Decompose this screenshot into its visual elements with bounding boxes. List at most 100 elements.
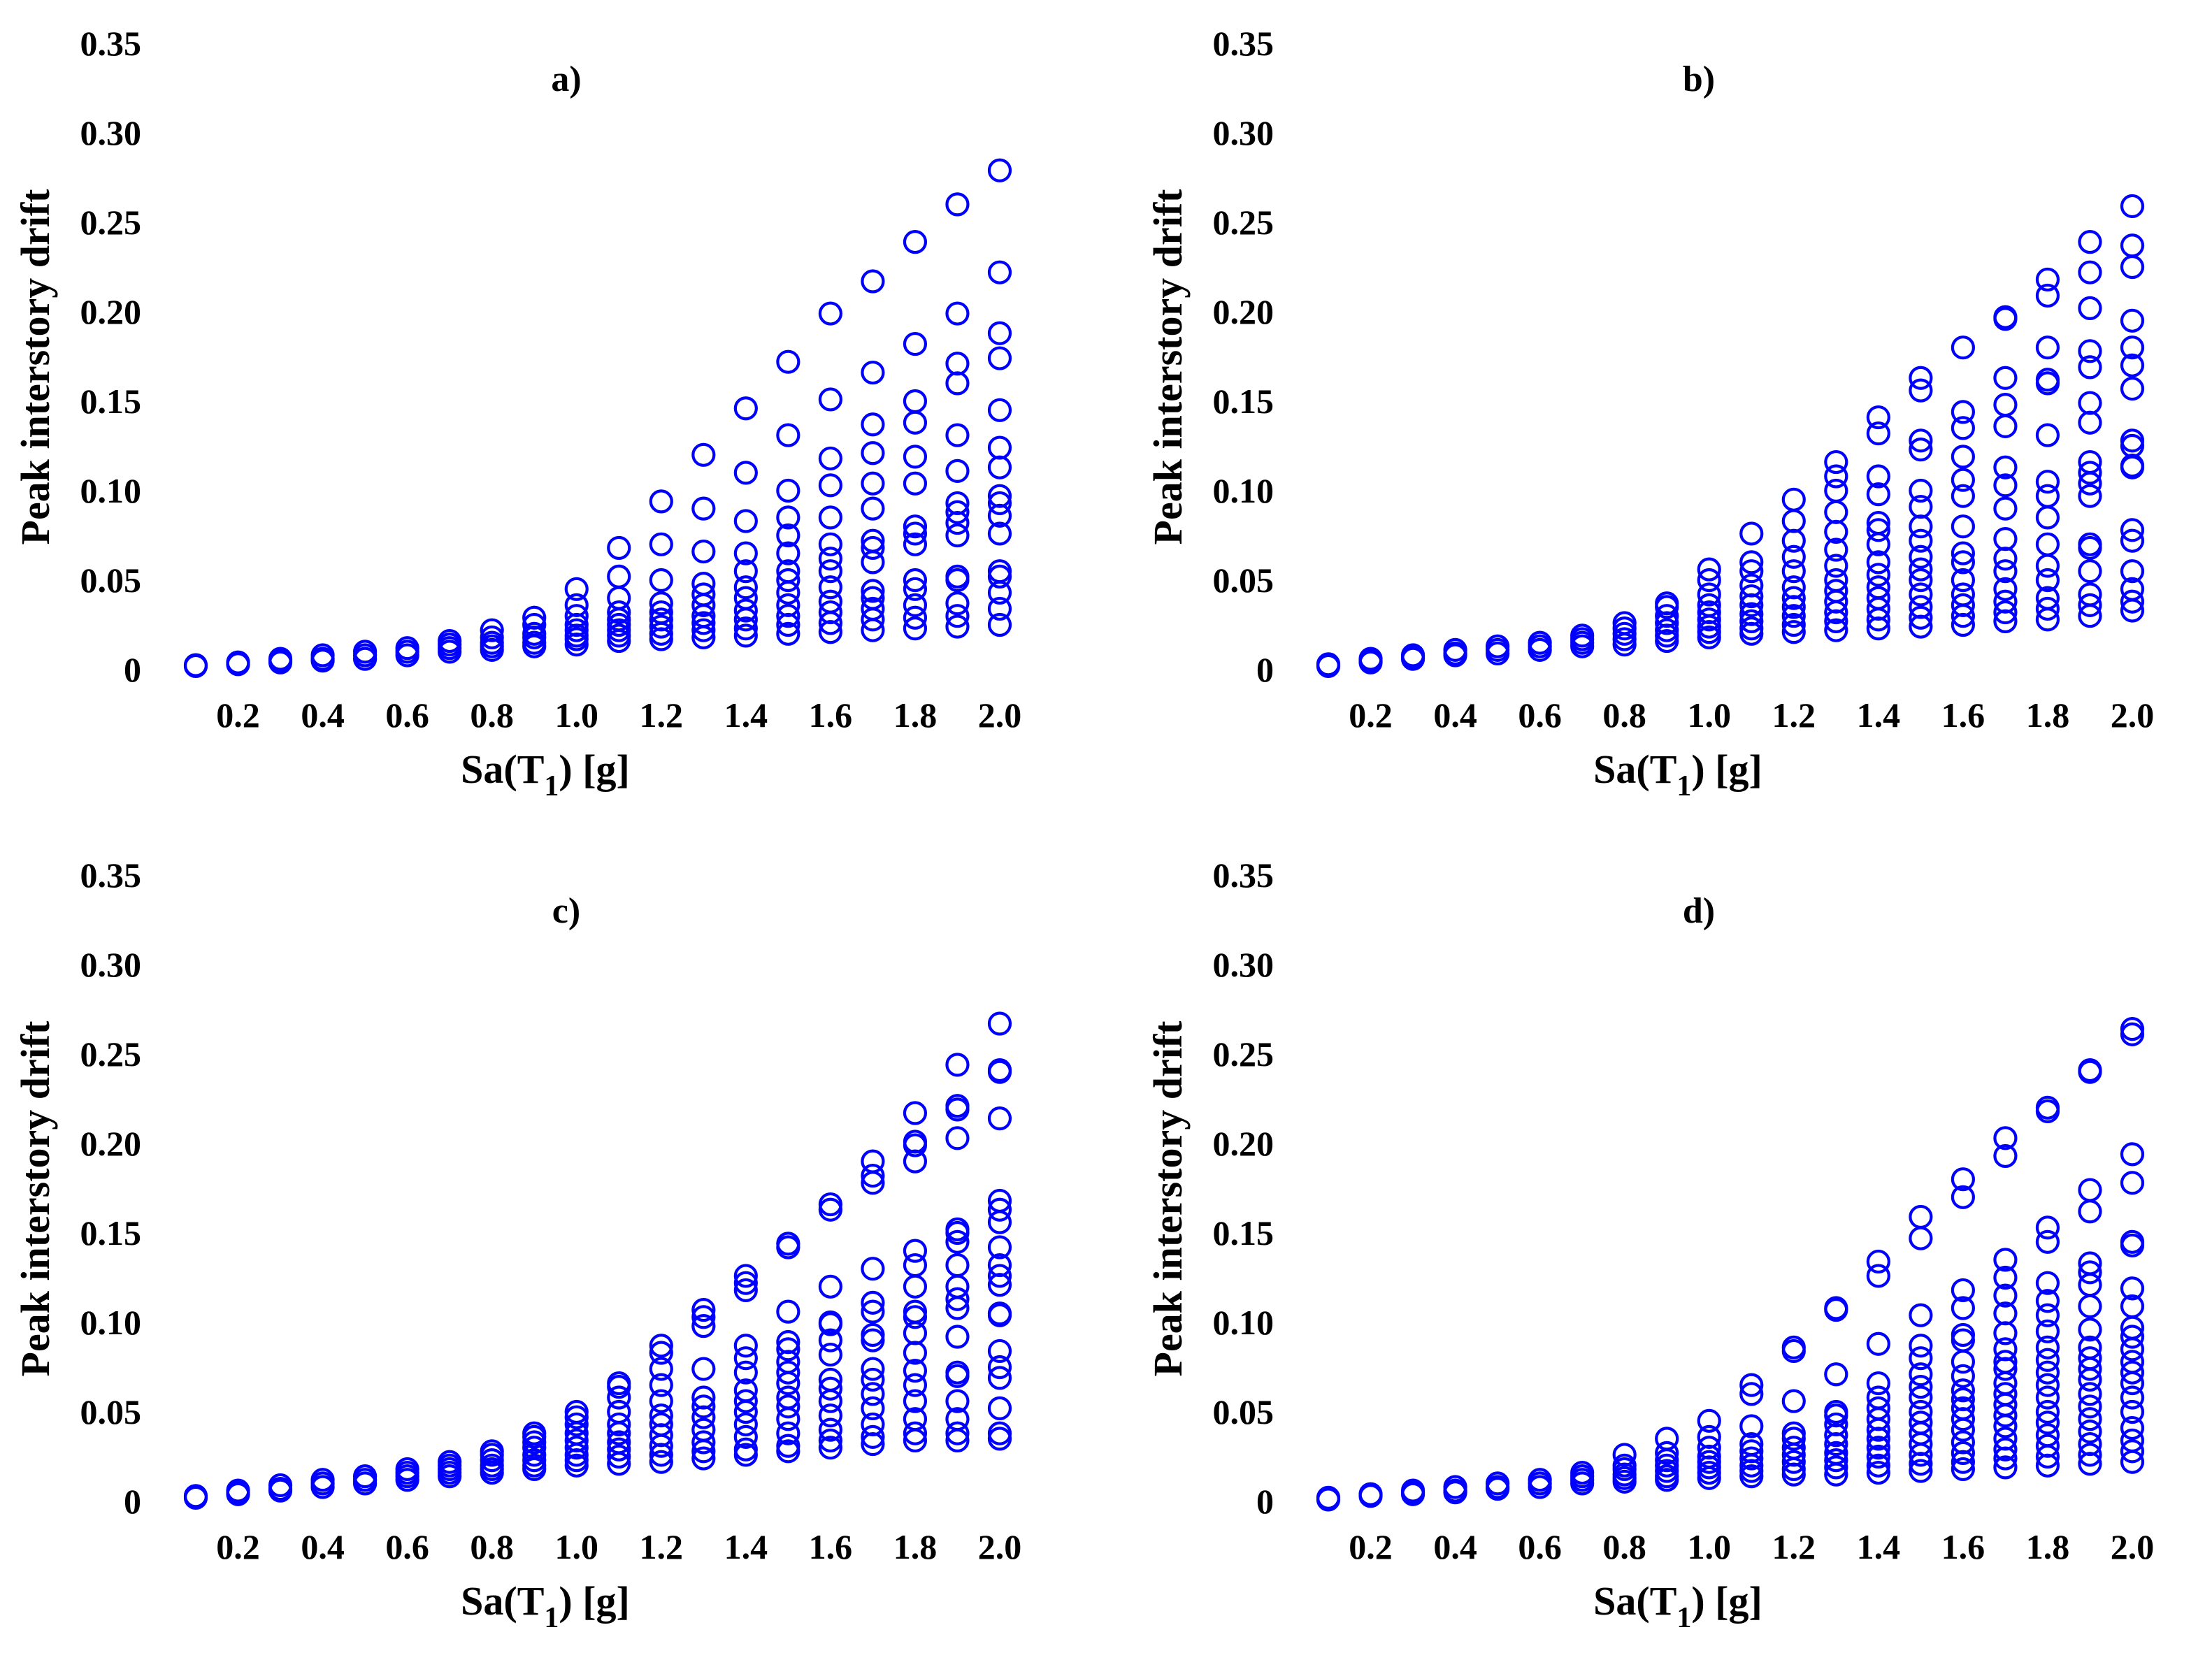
data-point — [945, 491, 970, 516]
data-point — [733, 598, 758, 623]
data-point — [1697, 557, 1721, 582]
data-point — [903, 568, 928, 593]
x-tick-label: 0.4 — [301, 1527, 345, 1566]
data-point — [776, 541, 800, 565]
data-point — [2120, 194, 2145, 219]
data-point — [1909, 1346, 1933, 1371]
data-point — [1993, 589, 2018, 614]
data-point — [776, 349, 800, 374]
data-point — [818, 547, 842, 571]
data-point — [1909, 1303, 1933, 1327]
data-point — [776, 1385, 800, 1410]
data-point — [1697, 1436, 1721, 1460]
data-point — [691, 442, 716, 467]
data-point — [691, 611, 716, 635]
data-point — [649, 1403, 673, 1428]
y-tick-label: 0.35 — [80, 24, 142, 63]
data-point — [2120, 233, 2145, 258]
y-tick-label: 0.25 — [80, 203, 142, 242]
x-tick-label: 0.6 — [1518, 1527, 1562, 1566]
data-point — [1951, 484, 1975, 508]
data-point — [945, 1253, 970, 1278]
data-point — [1443, 1475, 1467, 1499]
data-point — [1697, 593, 1721, 617]
data-point — [649, 1373, 673, 1397]
y-tick-label: 0.05 — [80, 1392, 142, 1431]
data-point — [2120, 1360, 2145, 1385]
data-point — [1528, 630, 1552, 655]
data-point — [1951, 1387, 1975, 1412]
data-point — [987, 491, 1012, 516]
data-point — [776, 478, 800, 503]
data-point — [395, 636, 419, 661]
data-point — [945, 352, 970, 376]
data-point — [987, 1421, 1012, 1445]
data-point — [2035, 423, 2060, 447]
data-point — [776, 580, 800, 605]
data-point — [2035, 470, 2060, 494]
data-point — [1358, 1482, 1383, 1506]
x-tick-label: 0.2 — [1349, 1527, 1393, 1566]
data-point — [1951, 1278, 1975, 1303]
data-point — [1951, 593, 1975, 617]
data-point — [1993, 1337, 2018, 1362]
data-point — [1951, 1457, 1975, 1482]
data-point — [649, 1357, 673, 1381]
data-point — [2120, 518, 2145, 542]
data-point — [945, 591, 970, 616]
data-point — [649, 1389, 673, 1413]
data-point — [1824, 579, 1848, 603]
data-point — [861, 1322, 885, 1348]
data-point — [2120, 1415, 2145, 1441]
data-point — [1909, 528, 1933, 553]
x-axis-label-subscript: 1 — [544, 1602, 559, 1634]
x-tick-label: 0.6 — [385, 695, 429, 735]
data-point — [945, 1360, 970, 1385]
data-point — [776, 1407, 800, 1431]
data-point — [945, 1325, 970, 1349]
data-point — [607, 586, 631, 610]
data-point — [903, 1389, 928, 1413]
data-point — [987, 435, 1012, 460]
data-point — [903, 1407, 928, 1431]
x-tick-label: 0.2 — [216, 695, 260, 735]
data-point — [861, 1257, 885, 1281]
data-point — [2120, 559, 2145, 584]
data-point — [1866, 1371, 1890, 1396]
data-point — [649, 489, 673, 514]
x-tick-label: 0.8 — [1602, 695, 1646, 735]
data-point — [945, 523, 970, 548]
y-tick-label: 0.10 — [80, 471, 142, 510]
data-point — [691, 618, 716, 642]
data-point — [818, 1436, 842, 1460]
data-point — [1739, 616, 1764, 641]
data-point — [607, 1412, 631, 1437]
data-point — [903, 605, 928, 630]
data-point — [1993, 577, 2018, 601]
data-point — [1824, 1412, 1848, 1437]
data-point — [649, 607, 673, 632]
data-point — [776, 593, 800, 617]
data-point — [1781, 1436, 1806, 1460]
x-axis-label-subscript: 1 — [1676, 1602, 1691, 1634]
data-point — [2120, 335, 2145, 360]
data-point — [2120, 1276, 2145, 1301]
y-tick-label: 0.05 — [1213, 1392, 1274, 1431]
data-point — [1781, 1335, 1806, 1359]
data-point — [2035, 532, 2060, 556]
data-point — [1909, 514, 1933, 539]
x-axis-label-main: Sa(T — [461, 746, 544, 792]
data-point — [1993, 1350, 2018, 1374]
x-axis-label-main: Sa(T — [1593, 1578, 1676, 1624]
data-point — [1781, 620, 1806, 644]
y-tick-label: 0 — [124, 650, 141, 689]
data-point — [649, 591, 673, 616]
data-point — [861, 1290, 885, 1315]
data-point — [1866, 1436, 1890, 1460]
data-point — [1739, 1439, 1764, 1464]
x-tick-label: 1.2 — [1772, 1527, 1816, 1566]
data-point — [861, 579, 885, 603]
y-tick-label: 0.20 — [1213, 1124, 1274, 1163]
x-tick-label: 1.0 — [1687, 1527, 1731, 1566]
data-point — [2035, 368, 2060, 392]
